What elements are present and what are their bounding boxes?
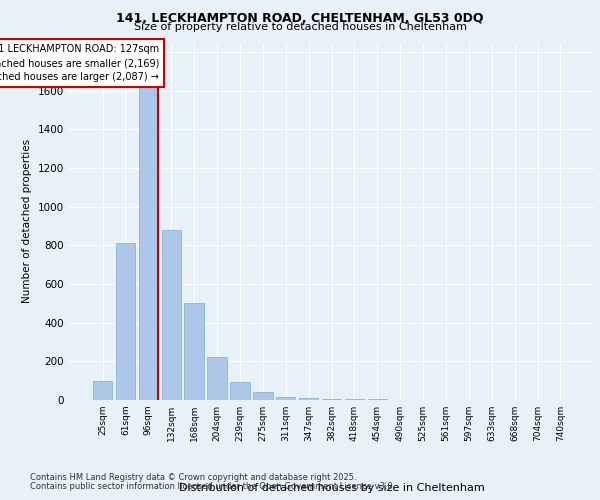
Bar [184,304,204,400]
Bar [230,382,250,400]
Bar [299,398,319,400]
Bar [208,358,227,400]
Text: Size of property relative to detached houses in Cheltenham: Size of property relative to detached ho… [133,22,467,32]
Text: Contains public sector information licensed under the Open Government Licence v3: Contains public sector information licen… [30,482,395,491]
X-axis label: Distribution of detached houses by size in Cheltenham: Distribution of detached houses by size … [179,483,484,493]
Bar [344,399,364,400]
Text: 141, LECKHAMPTON ROAD, CHELTENHAM, GL53 0DQ: 141, LECKHAMPTON ROAD, CHELTENHAM, GL53 … [116,12,484,26]
Bar [253,392,272,400]
Bar [161,230,181,400]
Bar [93,380,112,400]
Bar [322,399,341,400]
Bar [139,81,158,400]
Bar [116,244,135,400]
Bar [276,396,295,400]
Text: 141 LECKHAMPTON ROAD: 127sqm
← 51% of detached houses are smaller (2,169)
49% of: 141 LECKHAMPTON ROAD: 127sqm ← 51% of de… [0,44,159,82]
Text: Contains HM Land Registry data © Crown copyright and database right 2025.: Contains HM Land Registry data © Crown c… [30,474,356,482]
Y-axis label: Number of detached properties: Number of detached properties [22,139,32,304]
